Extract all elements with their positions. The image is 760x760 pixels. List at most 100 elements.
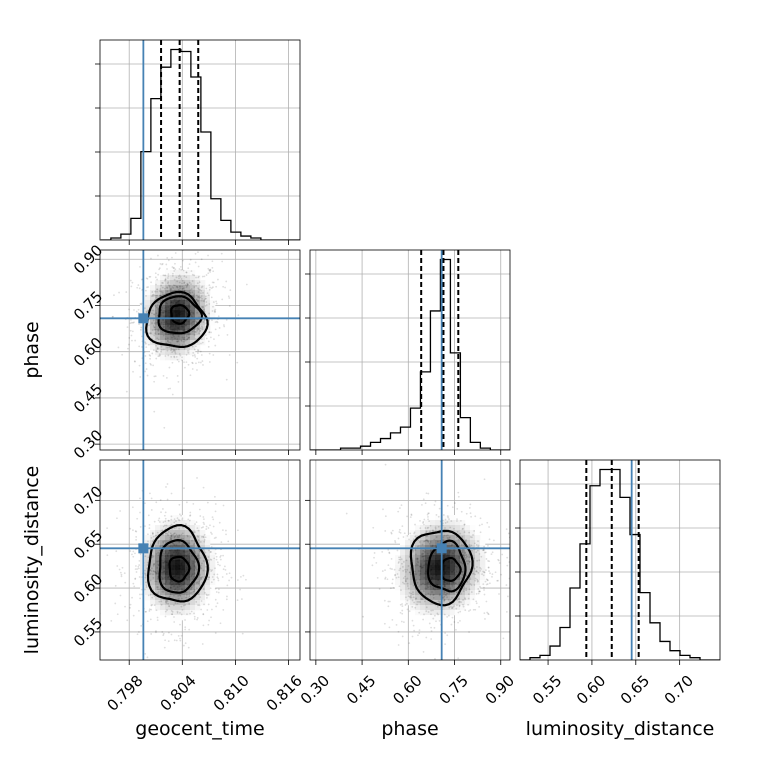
sample-dot bbox=[173, 355, 176, 358]
sample-dot bbox=[187, 349, 189, 352]
sample-dot bbox=[202, 321, 205, 323]
sample-dot bbox=[165, 263, 168, 266]
density-cell bbox=[195, 280, 201, 286]
density-cell bbox=[175, 535, 181, 541]
sample-dot bbox=[203, 318, 206, 321]
sample-dot bbox=[505, 610, 508, 613]
sample-dot bbox=[167, 339, 169, 342]
sample-dot bbox=[170, 356, 173, 358]
sample-dot bbox=[203, 539, 206, 541]
sample-dot bbox=[153, 375, 156, 378]
sample-dot bbox=[166, 287, 169, 290]
density-cell bbox=[410, 555, 416, 561]
sample-dot bbox=[178, 549, 181, 552]
sample-dot bbox=[150, 497, 153, 500]
sample-dot bbox=[106, 527, 109, 530]
density-cell bbox=[465, 525, 471, 531]
sample-dot bbox=[210, 550, 212, 553]
sample-dot bbox=[485, 600, 488, 603]
sample-dot bbox=[157, 254, 159, 257]
sample-dot bbox=[192, 543, 195, 546]
sample-dot bbox=[420, 565, 423, 568]
sample-dot bbox=[128, 337, 131, 339]
sample-dot bbox=[171, 339, 174, 342]
sample-dot bbox=[190, 574, 193, 577]
sample-dot bbox=[170, 584, 173, 586]
sample-dot bbox=[402, 581, 404, 584]
sample-dot bbox=[207, 556, 210, 558]
density-cell bbox=[415, 555, 421, 561]
sample-dot bbox=[172, 328, 174, 331]
density-cell bbox=[175, 610, 181, 616]
sample-dot bbox=[430, 638, 433, 640]
density-cell bbox=[195, 580, 201, 586]
sample-dot bbox=[157, 519, 160, 522]
density-cell bbox=[160, 330, 166, 336]
density-cell bbox=[195, 275, 201, 281]
sample-dot bbox=[467, 560, 470, 562]
sample-dot bbox=[154, 332, 157, 335]
sample-dot bbox=[176, 285, 179, 288]
sample-dot bbox=[112, 315, 114, 318]
density-cell bbox=[195, 325, 201, 331]
density-cell bbox=[195, 565, 201, 571]
density-cell bbox=[200, 555, 206, 561]
sample-dot bbox=[435, 536, 438, 538]
sample-dot bbox=[500, 573, 503, 576]
sample-dot bbox=[160, 600, 163, 603]
sample-dot bbox=[173, 335, 175, 338]
sample-dot bbox=[184, 570, 186, 572]
sample-dot bbox=[429, 570, 432, 572]
sample-dot bbox=[428, 543, 431, 545]
sample-dot bbox=[447, 599, 450, 601]
sample-dot bbox=[163, 540, 166, 542]
sample-dot bbox=[218, 588, 220, 591]
sample-dot bbox=[170, 301, 173, 304]
sample-dot bbox=[386, 578, 389, 581]
sample-dot bbox=[148, 608, 151, 611]
density-cell bbox=[195, 330, 201, 336]
density-cell bbox=[185, 350, 191, 356]
sample-dot bbox=[162, 312, 165, 314]
sample-dot bbox=[186, 283, 189, 286]
sample-dot bbox=[185, 569, 188, 571]
sample-dot bbox=[423, 550, 426, 553]
panel-luminosity-distance-vs-phase: 0.30 0.45 0.60 0.75 0.90 bbox=[297, 459, 518, 708]
density-cell bbox=[210, 565, 216, 571]
sample-dot bbox=[196, 298, 198, 301]
density-cell bbox=[440, 615, 446, 621]
sample-dot bbox=[225, 573, 228, 575]
sample-dot bbox=[181, 587, 183, 590]
sample-dot bbox=[169, 555, 172, 557]
sample-dot bbox=[166, 564, 169, 567]
sample-dot bbox=[166, 302, 169, 305]
sample-dot bbox=[245, 578, 247, 581]
sample-dot bbox=[491, 551, 494, 554]
sample-dot bbox=[404, 568, 407, 571]
sample-dot bbox=[408, 642, 411, 645]
sample-dot bbox=[166, 554, 169, 557]
density-cell bbox=[185, 270, 191, 276]
sample-dot bbox=[483, 586, 485, 589]
sample-dot bbox=[168, 595, 171, 598]
sample-dot bbox=[144, 355, 147, 357]
density-cell bbox=[450, 565, 456, 571]
sample-dot bbox=[188, 263, 191, 266]
x-label-geocent-time: geocent_time bbox=[135, 718, 264, 740]
sample-dot bbox=[214, 587, 217, 590]
density-cell bbox=[205, 290, 211, 296]
sample-dot bbox=[164, 555, 167, 558]
density-cell bbox=[395, 575, 401, 581]
sample-dot bbox=[209, 558, 212, 561]
density-cell bbox=[190, 275, 196, 281]
sample-dot bbox=[185, 555, 188, 558]
density-cell bbox=[155, 555, 161, 561]
density-cell bbox=[430, 575, 436, 581]
sample-dot bbox=[153, 520, 156, 523]
sample-dot bbox=[208, 568, 211, 571]
density-cell bbox=[430, 610, 436, 616]
density-cell bbox=[460, 560, 466, 566]
sample-dot bbox=[183, 336, 186, 339]
panel-phase-vs-phase bbox=[305, 249, 511, 455]
sample-dot bbox=[147, 556, 150, 559]
